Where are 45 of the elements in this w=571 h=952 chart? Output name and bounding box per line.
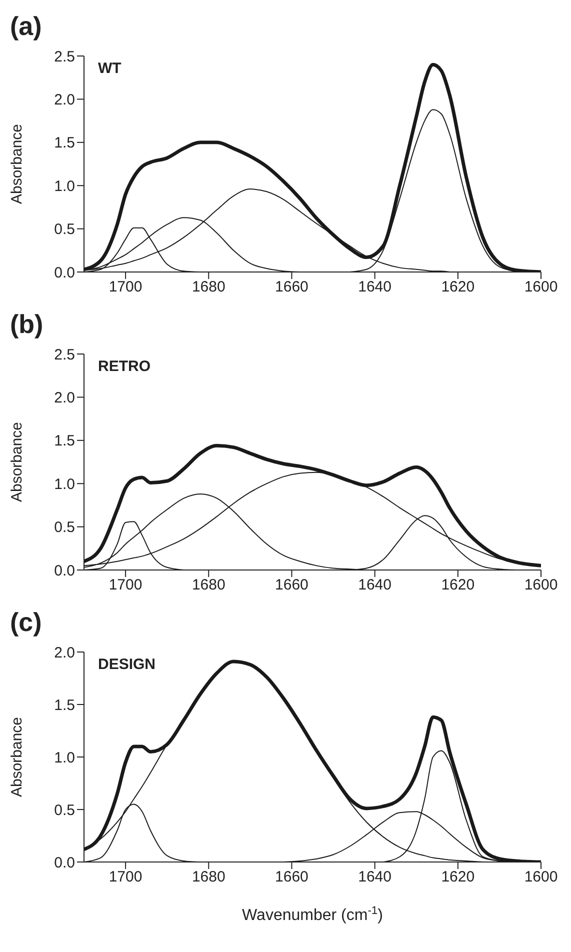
x-tick-label: 1700 [108,576,142,594]
x-tick-label: 1660 [275,868,308,886]
x-tick-label: 1620 [441,278,475,296]
x-tick-label: 1640 [358,868,392,886]
x-tick-label: 1660 [275,278,308,296]
chart-title: (c) [9,606,43,639]
y-tick-label: 0.0 [54,264,75,282]
y-tick-label: 1.0 [54,178,75,195]
y-tick-label: 2.5 [54,48,75,66]
x-tick-label: 1680 [192,576,226,594]
y-tick-label: 2.0 [54,390,75,407]
y-tick-label: 0.0 [54,562,75,580]
x-tick-label: 1660 [275,576,308,594]
y-tick-label: 2.5 [54,346,75,364]
y-axis-title: Absorbance [8,716,26,798]
y-tick-label: 0.5 [54,221,75,238]
annotation: WT [98,60,122,77]
y-tick-label: 1.5 [54,696,75,714]
y-axis-title: Absorbance [8,422,26,502]
y-tick-label: 1.0 [54,749,75,766]
x-tick-label: 1700 [108,278,142,296]
y-tick-label: 2.0 [54,644,75,662]
y-axis-title: Absorbance [8,124,26,204]
x-tick-label: 1600 [524,278,558,296]
y-tick-label: 1.5 [54,432,75,450]
y-tick-label: 0.5 [54,519,75,536]
annotation: RETRO [98,358,150,375]
y-tick-label: 2.0 [54,92,75,109]
x-tick-label: 1620 [441,576,475,594]
y-tick-label: 1.5 [54,134,75,152]
chart-title: (a) [9,10,43,43]
x-tick-label: 1620 [441,868,475,886]
y-tick-label: 0.5 [54,802,75,819]
x-tick-label: 1600 [524,576,558,594]
x-tick-label: 1680 [192,868,226,886]
x-tick-label: 1600 [524,868,558,886]
chart-title: (b) [9,308,44,341]
x-tick-label: 1700 [108,868,142,886]
annotation: DESIGN [98,656,156,673]
x-tick-label: 1640 [358,576,392,594]
y-tick-label: 0.0 [54,854,75,872]
x-tick-label: 1640 [358,278,392,296]
x-tick-label: 1680 [192,278,226,296]
y-tick-label: 1.0 [54,476,75,493]
x-axis-title: Wavenumber (cm$^{-1}$) [242,905,383,924]
